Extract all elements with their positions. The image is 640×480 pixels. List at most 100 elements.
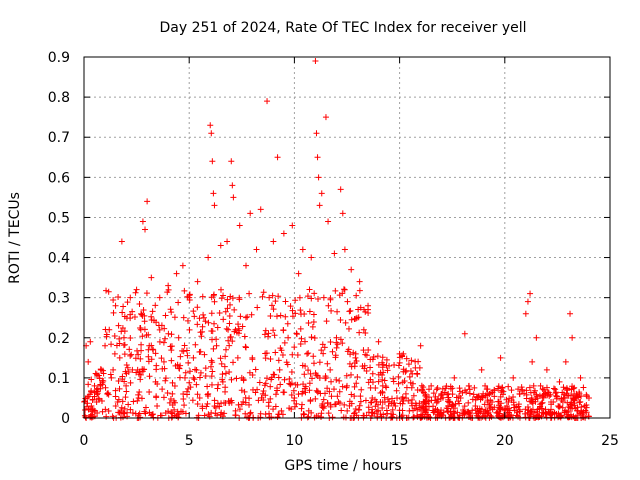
data-point	[311, 290, 318, 297]
data-point	[291, 344, 298, 351]
data-point	[265, 399, 272, 406]
data-point	[406, 407, 413, 414]
data-point	[158, 322, 165, 329]
data-point	[165, 330, 172, 337]
data-point	[198, 333, 205, 340]
data-point	[496, 410, 503, 417]
data-point	[285, 334, 292, 341]
data-point	[380, 361, 387, 368]
data-point	[205, 254, 212, 261]
data-point	[439, 385, 446, 392]
data-point	[126, 346, 133, 353]
data-point	[98, 397, 105, 404]
data-point	[228, 158, 235, 165]
data-point	[267, 313, 274, 320]
data-point	[287, 381, 294, 388]
data-point	[200, 311, 207, 318]
data-point	[268, 302, 275, 309]
data-point	[137, 376, 144, 383]
data-point	[145, 331, 152, 338]
data-point	[375, 378, 382, 385]
data-point	[218, 286, 225, 293]
data-point	[484, 386, 491, 393]
x-axis-tick-labels: 0 5 10 15 20 25	[80, 433, 619, 449]
data-point	[399, 407, 406, 414]
data-point	[230, 359, 237, 366]
data-point	[305, 413, 312, 420]
data-point	[223, 325, 230, 332]
data-point	[309, 323, 316, 330]
data-point	[338, 407, 345, 414]
data-point	[515, 413, 522, 420]
plot-frame	[83, 56, 611, 419]
data-point	[145, 358, 152, 365]
data-point	[111, 350, 118, 357]
data-point	[372, 403, 379, 410]
data-point	[141, 366, 148, 373]
data-point	[524, 298, 531, 305]
data-point	[356, 329, 363, 336]
data-point	[162, 410, 169, 417]
data-point	[259, 293, 266, 300]
data-point	[278, 407, 285, 414]
data-point	[426, 386, 433, 393]
data-point	[142, 404, 149, 411]
data-point	[465, 414, 472, 421]
data-point	[123, 370, 130, 377]
data-point	[316, 359, 323, 366]
data-point	[352, 315, 359, 322]
data-point	[413, 402, 420, 409]
data-point	[430, 409, 437, 416]
data-point	[202, 373, 209, 380]
data-point	[121, 351, 128, 358]
data-point	[403, 355, 410, 362]
data-point	[208, 373, 215, 380]
data-point	[327, 403, 334, 410]
data-point	[320, 396, 327, 403]
data-point	[129, 366, 136, 373]
data-point	[328, 393, 335, 400]
x-tick-label: 25	[601, 433, 619, 449]
data-point	[394, 395, 401, 402]
data-point	[542, 409, 549, 416]
data-point	[289, 307, 296, 314]
data-point	[354, 374, 361, 381]
data-point	[342, 319, 349, 326]
data-point	[533, 393, 540, 400]
data-point	[235, 401, 242, 408]
data-point	[347, 307, 354, 314]
data-point	[93, 398, 100, 405]
data-point	[341, 401, 348, 408]
data-point	[246, 401, 253, 408]
data-point	[337, 336, 344, 343]
data-point	[187, 368, 194, 375]
data-point	[434, 385, 441, 392]
data-point	[564, 385, 571, 392]
data-point	[270, 327, 277, 334]
data-point	[217, 411, 224, 418]
data-point	[115, 409, 122, 416]
data-point	[211, 202, 218, 209]
data-point	[308, 295, 315, 302]
data-point	[344, 407, 351, 414]
data-point	[174, 361, 181, 368]
data-point	[280, 327, 287, 334]
data-point	[106, 326, 113, 333]
data-point	[237, 313, 244, 320]
data-point	[559, 389, 566, 396]
data-point	[527, 290, 534, 297]
data-point	[585, 394, 592, 401]
data-point	[527, 411, 534, 418]
data-point	[224, 296, 231, 303]
data-point	[313, 387, 320, 394]
data-point	[300, 381, 307, 388]
data-point	[240, 398, 247, 405]
data-point	[423, 394, 430, 401]
data-point	[225, 326, 232, 333]
data-point	[146, 389, 153, 396]
data-point	[299, 246, 306, 253]
data-point	[332, 401, 339, 408]
data-point	[192, 366, 199, 373]
data-point	[167, 306, 174, 313]
data-point	[134, 366, 141, 373]
